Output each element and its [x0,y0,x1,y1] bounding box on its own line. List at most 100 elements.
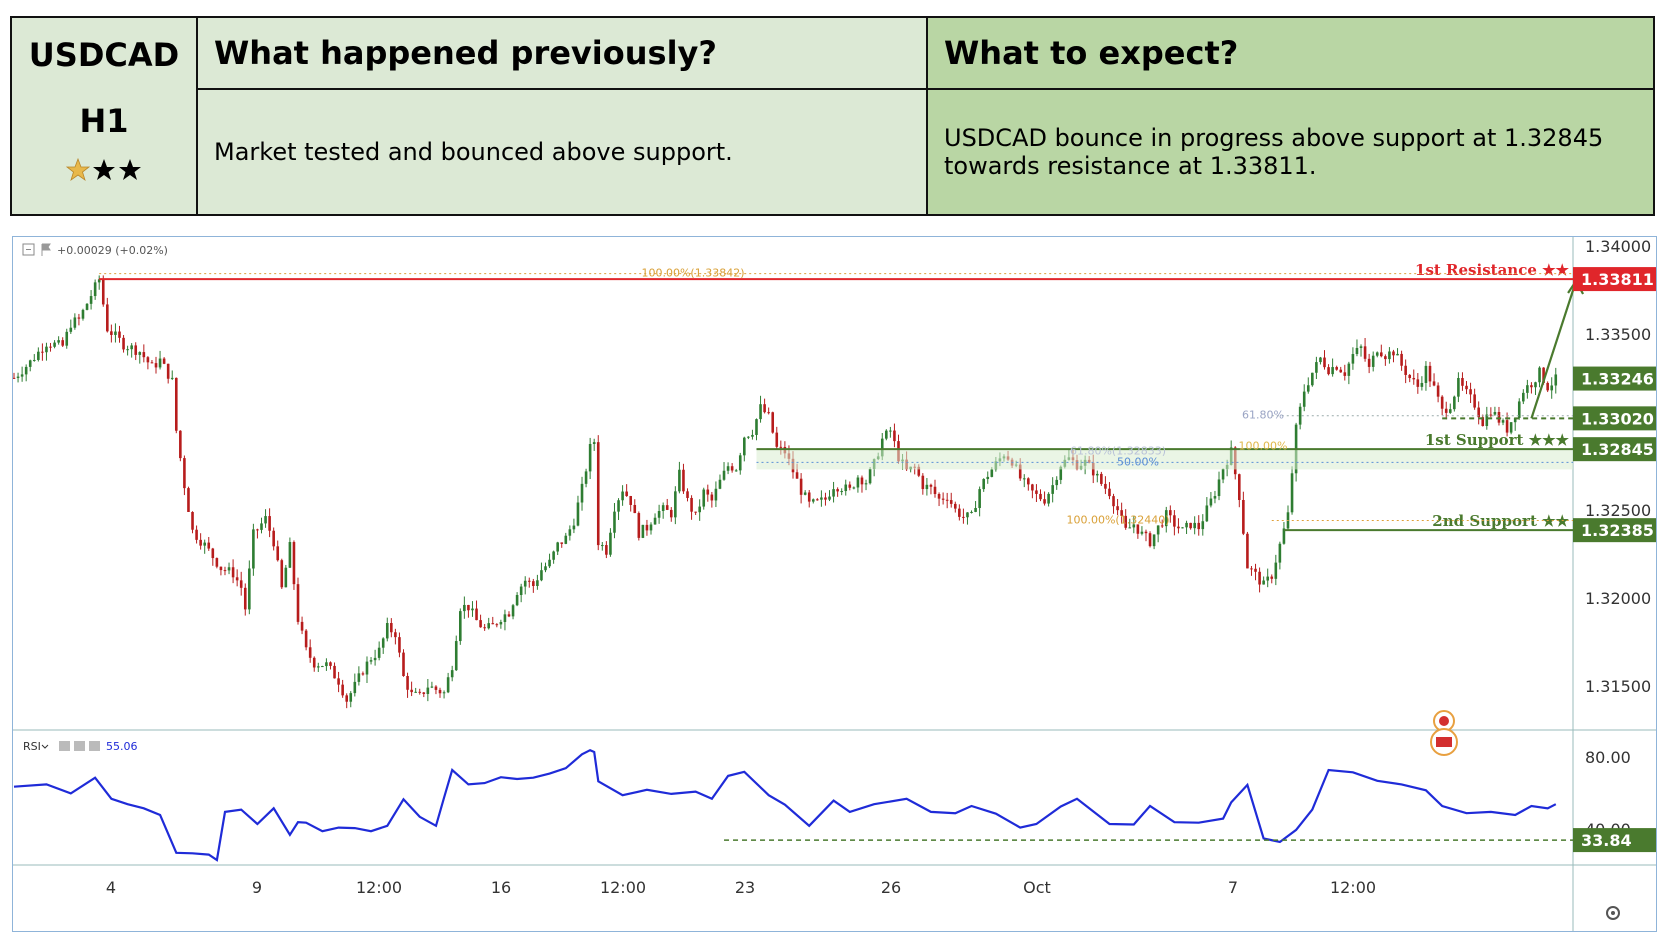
candle-body [16,376,20,378]
candle-body [406,676,409,690]
rsi-legend[interactable]: RSI 55.06 [23,740,138,753]
candle-body [1136,524,1140,534]
time-tick-label: Oct [1023,878,1051,897]
candle-body [491,623,495,625]
candle-body [1493,412,1497,415]
candle-body [1164,510,1168,527]
candle-body [698,506,701,513]
candle-body [856,477,860,488]
rsi-line [13,748,1557,862]
candle-body [97,279,101,283]
settings-gear-icon[interactable] [1606,906,1620,920]
candle-body [353,681,357,694]
candle-body [260,523,263,530]
previous-heading: What happened previously? [198,18,928,90]
candle-body [114,331,117,335]
candle-body [191,511,194,530]
candle-body [596,442,600,546]
candle-body [227,567,231,571]
candle-body [564,535,568,544]
candle-body [641,524,645,538]
candle-body [101,279,105,305]
candle-body [1380,352,1383,357]
price-tag-label: 33.84 [1581,831,1632,850]
price-tag-label: 1.32385 [1581,521,1654,540]
candle-body [1173,515,1176,527]
candle-body [678,469,681,492]
candle-body [1254,568,1257,572]
eye-icon[interactable] [59,741,70,751]
candle-body [57,340,60,343]
candle-body [799,478,803,495]
fib-label: 50.00% [1117,455,1159,468]
candle-body [621,491,624,501]
candle-body [982,479,985,490]
candle-body [1290,473,1294,513]
collapse-icon[interactable] [22,243,35,256]
candle-body [661,505,665,511]
chevron-down-icon[interactable] [41,744,49,749]
candle-body [207,542,211,549]
candle-body [1408,374,1412,379]
candle-body [438,689,442,694]
candle-body [1497,412,1501,423]
candle-body [1424,365,1428,383]
candle-body [1238,474,1241,500]
flag-icon[interactable] [41,243,51,256]
candle-body [1513,417,1517,423]
candle-body [1392,351,1395,356]
candle-body [37,351,40,360]
legend-toolbar[interactable]: +0.00029 (+0.02%) [22,243,168,257]
candle-body [381,638,385,648]
candle-body [840,491,843,493]
canada-flag-dot [1439,716,1449,726]
candle-body [1148,533,1152,547]
price-chart[interactable]: 1st Resistance ★★ 1st Support ★★★ 2nd Supp… [13,237,1656,931]
price-tag-label: 1.33246 [1581,370,1654,389]
price-tag [1573,267,1656,292]
candle-body [860,477,864,485]
candle-body [1144,531,1148,534]
candle-body [702,489,706,507]
gear-icon[interactable] [74,741,85,751]
candle-body [824,497,827,500]
close-icon[interactable] [89,741,100,751]
candle-body [1412,378,1416,380]
candle-body [325,662,328,667]
price-tick-label: 1.33500 [1585,325,1651,344]
candle-body [24,366,28,375]
candle-body [276,546,280,561]
candle-body [560,542,564,544]
candle-body [390,623,393,633]
candle-body [1375,352,1379,356]
candle-body [1270,576,1274,579]
support-zone [756,449,1573,470]
candle-body [1246,533,1249,569]
candle-body [974,507,977,512]
price-chart-panel[interactable]: 1st Resistance ★★ 1st Support ★★★ 2nd Supp… [12,236,1657,932]
candle-body [77,317,81,319]
candle-body [1095,473,1099,476]
candle-body [637,513,641,538]
candle-body [300,621,304,631]
candle-body [1108,488,1111,497]
candle-body [880,438,884,457]
rsi-title: RSI [23,740,41,753]
candle-body [158,358,162,368]
axes: 1.34000 1.33500 1.32500 1.32000 1.31500 80.00… [106,237,1651,897]
candle-body [811,499,815,502]
candle-body [1274,562,1278,579]
candle-body [203,542,206,546]
candle-body [69,327,73,332]
candle-body [625,491,628,497]
candle-body [1262,580,1265,585]
candle-body [174,377,178,431]
price-tag [1573,366,1656,391]
candle-body [1181,527,1184,529]
candle-body [471,608,474,611]
candle-body [1185,522,1188,528]
candle-body [321,666,324,668]
event-flags[interactable] [1430,710,1458,756]
candle-body [1461,378,1464,386]
candle-body [1027,478,1030,485]
